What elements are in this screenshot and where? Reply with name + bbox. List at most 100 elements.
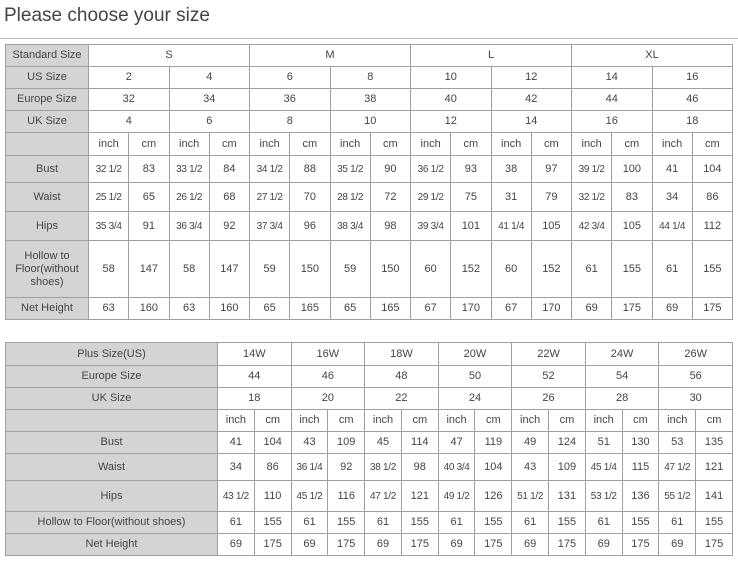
measure-cell: 60	[490, 240, 532, 298]
size-cell: 38	[329, 88, 411, 111]
unit-header: cm	[369, 132, 412, 156]
unit-header: inch	[409, 132, 452, 156]
measure-cell: 92	[208, 211, 251, 241]
measure-cell: 69	[651, 297, 693, 320]
measure-cell: 36 3/4	[168, 211, 210, 241]
measure-cell: 58	[87, 240, 130, 298]
unit-header: inch	[437, 409, 476, 432]
size-cell: 22	[364, 387, 439, 410]
unit-header: inch	[168, 132, 210, 156]
measure-cell: 98	[369, 211, 412, 241]
measure-cell: 69	[217, 533, 255, 556]
measure-cell: 41	[217, 431, 255, 454]
measure-cell: 170	[450, 297, 492, 320]
size-cell: 44	[217, 365, 292, 388]
measure-cell: 34	[217, 453, 255, 481]
size-cell: 24W	[584, 342, 660, 366]
measure-cell: 41 1/4	[490, 211, 532, 241]
measure-cell: 150	[369, 240, 412, 298]
measure-cell: 115	[621, 453, 660, 481]
measure-cell: 121	[695, 453, 733, 481]
row-label: Hips	[5, 480, 218, 512]
measure-cell: 61	[217, 511, 255, 534]
row-label: Europe Size	[5, 88, 89, 111]
table-row: inch cm inch cm inch cm inch cm inch cm inch cm inch…	[5, 132, 734, 156]
table-row: UK Size 4 6 8 10 12 14 16 18	[5, 110, 733, 133]
size-cell: 14	[490, 110, 572, 133]
size-cell: 14W	[217, 342, 292, 366]
measure-cell: 175	[691, 297, 734, 320]
measure-cell: 69	[658, 533, 697, 556]
size-cell: 34	[168, 88, 250, 111]
measure-cell: 35 1/2	[329, 155, 371, 183]
corner-cell	[5, 132, 89, 156]
size-cell: 42	[490, 88, 572, 111]
measure-cell: 53 1/2	[584, 480, 623, 512]
size-cell: 20	[290, 387, 366, 410]
measure-cell: 109	[548, 453, 586, 481]
table-row: Net Height 69 175 69 175 69 175 69 175 69 175 69 175…	[5, 533, 733, 556]
size-cell: 20W	[437, 342, 513, 366]
standard-size-table: Standard Size S M L XL US Size 2 4 6 8 10 12 14 16 Eur…	[5, 44, 734, 320]
size-cell: 52	[511, 365, 586, 388]
unit-header: cm	[695, 409, 733, 432]
measure-cell: 116	[327, 480, 366, 512]
measure-cell: 83	[611, 182, 653, 212]
measure-cell: 136	[621, 480, 660, 512]
measure-cell: 150	[289, 240, 331, 298]
measure-cell: 31	[490, 182, 532, 212]
size-cell: 10	[410, 66, 492, 89]
measure-cell: 61	[584, 511, 623, 534]
measure-cell: 61	[437, 511, 476, 534]
measure-cell: 40 3/4	[437, 453, 476, 481]
measure-cell: 130	[621, 431, 660, 454]
table-row: Net Height 63 160 63 160 65 165 65 165 67 170 67 170…	[5, 297, 734, 320]
row-label: Hollow to Floor(without shoes)	[5, 240, 89, 298]
measure-cell: 38 1/2	[364, 453, 402, 481]
measure-cell: 51 1/2	[511, 480, 550, 512]
measure-cell: 170	[530, 297, 573, 320]
measure-cell: 69	[290, 533, 329, 556]
size-cell: 8	[249, 110, 331, 133]
size-group-header: XL	[571, 44, 733, 67]
size-cell: 4	[168, 66, 250, 89]
unit-header: cm	[289, 132, 331, 156]
unit-header: cm	[208, 132, 251, 156]
size-cell: 12	[490, 66, 572, 89]
measure-cell: 155	[611, 240, 653, 298]
measure-cell: 69	[364, 533, 402, 556]
measure-cell: 43	[290, 431, 329, 454]
measure-cell: 61	[651, 240, 693, 298]
measure-cell: 35 3/4	[87, 211, 130, 241]
unit-header: cm	[611, 132, 653, 156]
measure-cell: 91	[128, 211, 170, 241]
measure-cell: 65	[329, 297, 371, 320]
row-label: Hollow to Floor(without shoes)	[5, 511, 218, 534]
measure-cell: 175	[400, 533, 439, 556]
measure-cell: 61	[658, 511, 697, 534]
measure-cell: 49 1/2	[437, 480, 476, 512]
row-label: Bust	[5, 155, 89, 183]
measure-cell: 84	[208, 155, 251, 183]
measure-cell: 65	[128, 182, 170, 212]
measure-cell: 160	[208, 297, 251, 320]
size-cell: 24	[437, 387, 513, 410]
measure-cell: 155	[400, 511, 439, 534]
row-label: UK Size	[5, 110, 89, 133]
unit-header: cm	[621, 409, 660, 432]
measure-cell: 86	[253, 453, 292, 481]
measure-cell: 69	[511, 533, 550, 556]
measure-cell: 39 3/4	[409, 211, 452, 241]
table-row: Bust 41 104 43 109 45 114 47 119 49 124 51 130 53 135	[5, 431, 733, 454]
measure-cell: 147	[128, 240, 170, 298]
measure-cell: 104	[474, 453, 513, 481]
size-cell: 8	[329, 66, 411, 89]
measure-cell: 155	[253, 511, 292, 534]
measure-cell: 90	[369, 155, 412, 183]
measure-cell: 126	[474, 480, 513, 512]
plus-size-table: Plus Size(US) 14W 16W 18W 20W 22W 24W 26W Europe…	[5, 342, 733, 556]
unit-header: inch	[511, 409, 550, 432]
measure-cell: 175	[611, 297, 653, 320]
measure-cell: 26 1/2	[168, 182, 210, 212]
unit-header: inch	[584, 409, 623, 432]
